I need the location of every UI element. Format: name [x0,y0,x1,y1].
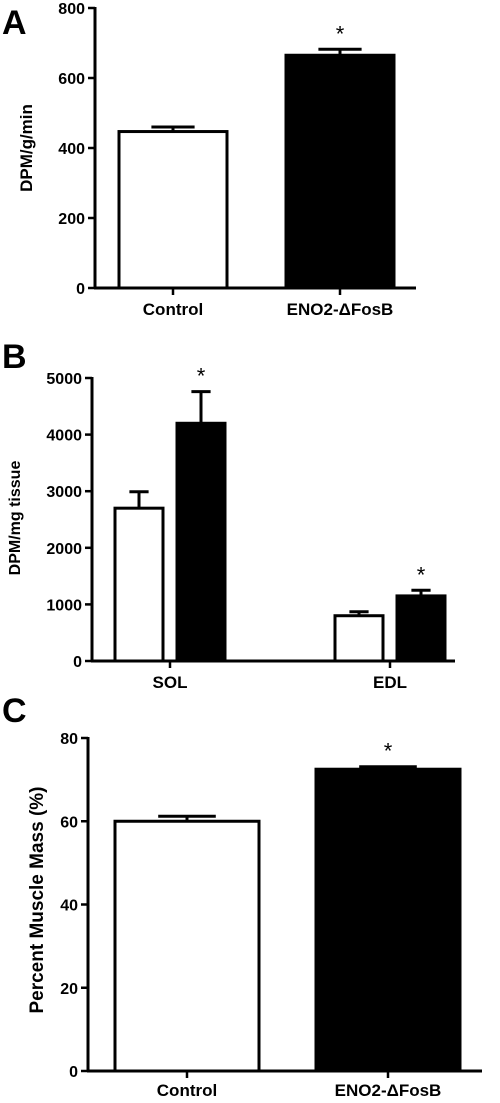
panel-c: C Percent Muscle Mass (%) 0 20 40 60 80 Contr… [2,692,482,1100]
panel-b-bar [395,594,447,663]
panel-c-bar [113,819,261,1073]
panel-c-y-tick-label: 60 [60,814,78,831]
panel-b-y-tick-label: 1000 [46,597,82,614]
panel-b-y-tick-label: 5000 [46,371,82,388]
panel-a: A DPM/g/min 0 200 400 600 800 Control ENO2-ΔFo… [2,1,416,319]
panel-b-y-tick-label: 4000 [46,428,82,445]
panel-b-category-label: EDL [373,673,407,692]
panel-c-letter: C [2,692,27,730]
panel-a-y-tick-label: 400 [58,141,85,158]
panel-a-y-tick-label: 800 [58,1,85,18]
panel-b-significance-star: * [417,562,426,587]
panel-c-y-tick-label: 80 [60,731,78,748]
panel-b-category-label: SOL [153,673,188,692]
panel-c-category-label: ENO2-ΔFosB [335,1081,442,1100]
panel-a-bar [284,53,396,290]
panel-c-category-label: Control [157,1081,217,1100]
panel-a-y-tick-label: 200 [58,211,85,228]
panel-c-y-tick-label: 0 [69,1064,78,1081]
panel-c-ylabel: Percent Muscle Mass (%) [27,786,48,1013]
panel-a-y-tick-label: 0 [76,281,85,298]
panel-a-bar [117,130,229,290]
panel-b-bar [113,506,165,663]
panel-c-y-tick-label: 40 [60,898,78,915]
panel-b-significance-star: * [197,364,206,389]
panel-b-bar [333,614,385,663]
panel-b-y-tick-label: 0 [73,654,82,671]
panel-c-y-tick-label: 20 [60,981,78,998]
panel-b-bar [175,421,227,663]
panel-a-ylabel: DPM/g/min [17,104,36,192]
panel-b-ylabel: DPM/mg tissue [7,461,24,576]
panel-b-y-tick-label: 2000 [46,541,82,558]
panel-b-y-tick-label: 3000 [46,484,82,501]
panel-c-bar [314,767,462,1073]
panel-b: B DPM/mg tissue 0 1000 2000 3000 4000 5000 * SO… [2,338,455,692]
panel-a-category-label: Control [143,300,203,319]
panel-a-letter: A [2,4,27,42]
panel-a-category-label: ENO2-ΔFosB [287,300,394,319]
panel-a-significance-star: * [336,21,345,46]
panel-c-significance-star: * [384,739,393,764]
panel-b-letter: B [2,338,27,376]
panel-a-y-tick-label: 600 [58,71,85,88]
